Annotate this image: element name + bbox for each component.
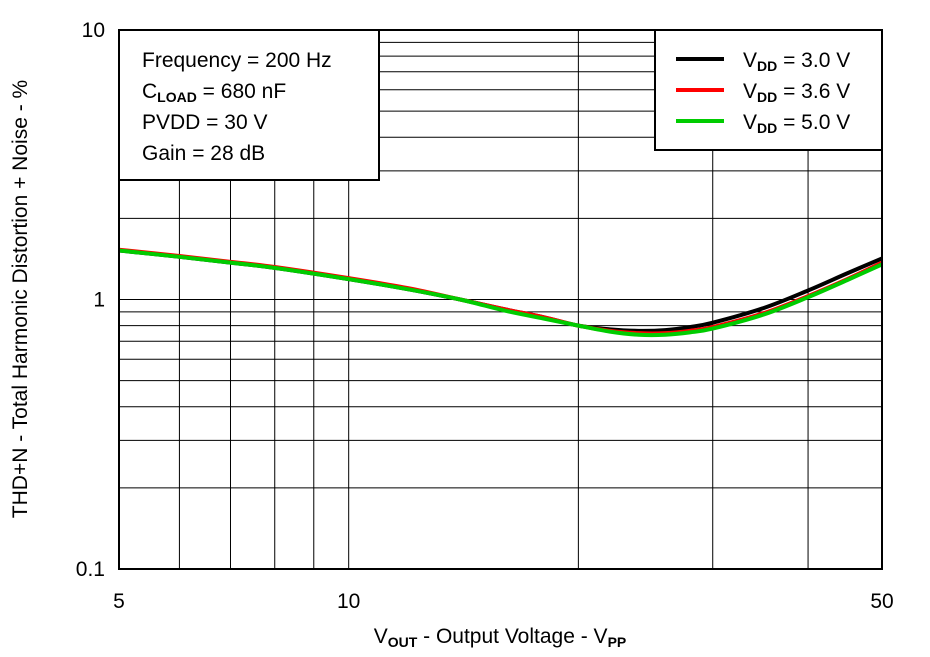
conditions-box: Frequency = 200 Hz CLOAD = 680 nF PVDD =… [118,29,380,181]
y-tick-label: 10 [82,19,105,42]
condition-pvdd: PVDD = 30 V [142,111,267,134]
series-curves [118,247,883,338]
condition-gain: Gain = 28 dB [142,142,265,165]
legend-label-5v0: VDD = 5.0 V [743,111,850,136]
legend-label-3v0: VDD = 3.0 V [743,49,850,74]
series-line-2 [118,248,883,338]
x-tick-label: 50 [870,590,893,613]
y-tick-labels: 0.1 1 10 [76,19,105,581]
condition-frequency: Frequency = 200 Hz [142,49,332,72]
legend: VDD = 3.0 V VDD = 3.6 V VDD = 5.0 V [654,29,883,151]
conditions-frame [118,29,380,181]
y-axis-title: THD+N - Total Harmonic Distortion + Nois… [9,80,32,518]
legend-label-3v6: VDD = 3.6 V [743,80,850,105]
x-tick-labels: 5 10 50 [113,590,894,613]
y-tick-label: 0.1 [76,558,105,581]
y-tick-label: 1 [93,289,105,312]
condition-cload: CLOAD = 680 nF [142,80,286,105]
x-tick-label: 5 [113,590,125,613]
x-axis-title: VOUT - Output Voltage - VPP [374,625,627,650]
plot-frame [118,29,883,570]
x-tick-label: 10 [337,590,360,613]
